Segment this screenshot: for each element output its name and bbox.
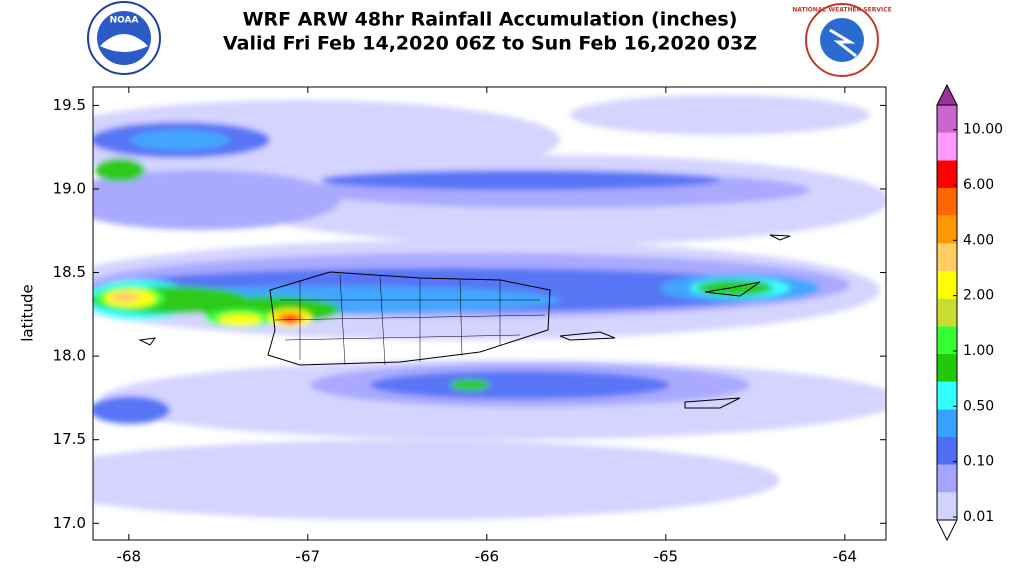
colorbar-segment — [937, 409, 957, 437]
logo-text: NATIONAL WEATHER SERVICE — [792, 7, 891, 14]
colorbar-outline — [936, 105, 958, 520]
colorbar-segment — [937, 271, 957, 299]
colorbar-segment — [937, 105, 957, 133]
colorbar-segment — [937, 215, 957, 244]
y-tick-label: 18.0 — [53, 347, 86, 365]
y-tick-label: 17.5 — [53, 430, 86, 448]
x-tick-label: -66 — [475, 548, 500, 566]
colorbar-segment — [937, 188, 957, 216]
colorbar-extend-bottom — [936, 519, 958, 542]
colorbar-tick-label: 6.00 — [963, 177, 994, 193]
x-tick-label: -64 — [833, 548, 858, 566]
axes: -68 -67 -66 -65 -64 17.0 17.5 18.0 18.5 19.0 19.5 — [53, 87, 886, 566]
colorbar-segment — [937, 464, 957, 493]
subtitle: Valid Fri Feb 14,2020 06Z to Sun Feb 16,… — [223, 33, 757, 55]
colorbar-segment — [937, 160, 957, 188]
colorbar-tick-label: 2.00 — [963, 288, 994, 304]
nws-logo: NATIONAL WEATHER SERVICE — [792, 3, 892, 77]
colorbar-tick-label: 1.00 — [963, 343, 994, 359]
colorbar-tick-label: 10.00 — [963, 122, 1003, 138]
colorbar-tick-label: 0.10 — [963, 454, 994, 470]
x-tick-label: -68 — [117, 548, 142, 566]
colorbar-segment — [937, 381, 957, 410]
plot-frame — [92, 86, 887, 541]
y-axis-label: latitude — [19, 284, 37, 342]
colorbar-segment — [937, 132, 957, 161]
colorbar-segment — [937, 298, 957, 327]
colorbar-segment — [937, 326, 957, 354]
y-tick-label: 17.0 — [53, 514, 86, 532]
logo-text: NOAA — [110, 16, 139, 26]
noaa-logo: NOAA — [87, 1, 161, 75]
y-tick-label: 19.5 — [53, 96, 86, 114]
colorbar-segment — [937, 243, 957, 271]
colorbar: 0.01 0.10 0.50 1.00 2.00 4.00 6.00 10.00 — [936, 83, 1003, 542]
rainfall-field — [93, 95, 886, 520]
x-tick-label: -65 — [654, 548, 679, 566]
colorbar-segment — [937, 354, 957, 382]
colorbar-extend-top — [936, 83, 958, 106]
colorbar-tick-label: 0.50 — [963, 398, 994, 414]
colorbar-tick-label: 0.01 — [963, 509, 994, 525]
y-tick-label: 18.5 — [53, 263, 86, 281]
y-tick-label: 19.0 — [53, 179, 86, 197]
title: WRF ARW 48hr Rainfall Accumulation (inch… — [243, 9, 738, 31]
colorbar-segment — [937, 492, 957, 520]
colorbar-segment — [937, 437, 957, 465]
x-tick-label: -67 — [296, 548, 321, 566]
colorbar-tick-label: 4.00 — [963, 232, 994, 248]
